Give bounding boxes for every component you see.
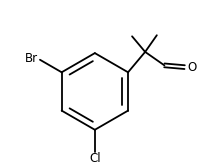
Text: Cl: Cl xyxy=(89,152,101,165)
Text: Br: Br xyxy=(25,52,38,65)
Text: O: O xyxy=(187,61,196,74)
